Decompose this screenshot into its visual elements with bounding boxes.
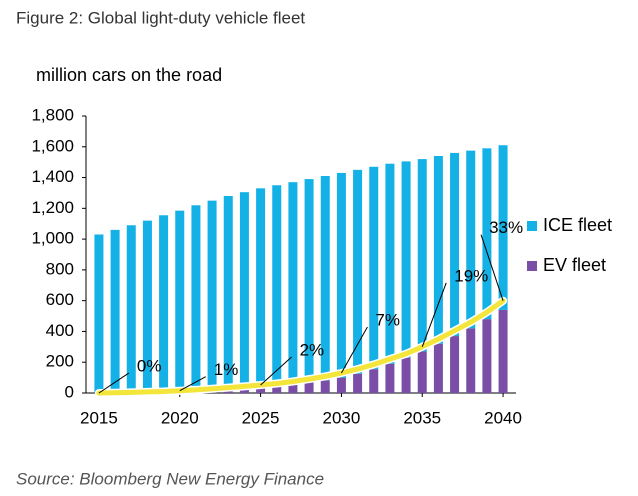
bar-segment [126,225,136,393]
bar-segment [304,179,314,383]
y-tick-label: 1,800 [31,105,74,124]
annotation: 19% [454,266,488,285]
bar-segment [207,200,217,391]
bar-segment [94,234,104,393]
x-tick-label: 2030 [322,408,360,427]
bar-segment [239,388,249,393]
legend-label: ICE fleet [543,215,612,235]
bar-segment [336,172,346,378]
bar-segment [385,163,395,364]
annotation: 1% [214,360,239,379]
y-tick-label: 600 [46,290,74,309]
annotation-leader [179,376,206,392]
bar-segment [256,188,266,388]
bar-segment [450,336,460,393]
bar-segment [450,152,460,337]
legend-swatch [527,261,537,271]
bar-segment [110,229,120,393]
annotation-leader [340,326,368,374]
y-tick-label: 200 [46,352,74,371]
bar-segment [433,156,443,344]
y-axis-label: million cars on the road [36,65,222,85]
bar-segment [288,182,298,385]
x-tick-label: 2025 [242,408,280,427]
bar-segment [320,176,330,381]
x-tick-label: 2035 [403,408,441,427]
bar-segment [304,382,314,393]
y-tick-label: 1,400 [31,167,74,186]
bar-segment [191,205,201,391]
annotation-leader [480,234,504,301]
bar-segment [369,369,379,393]
bar-segment [353,169,363,374]
x-tick-label: 2015 [80,408,118,427]
annotation-leader [260,356,292,386]
bar-segment [369,166,379,370]
x-tick-label: 2040 [484,408,522,427]
annotation-leader [421,282,447,348]
bar-segment [320,380,330,393]
bar-segment [336,377,346,393]
annotation: 33% [489,218,523,237]
bar-segment [482,148,492,320]
x-tick-label: 2020 [161,408,199,427]
bar-segment [482,319,492,393]
bar-segment [401,357,411,393]
bar-segment [159,215,169,392]
y-tick-label: 800 [46,259,74,278]
bar-segment [353,373,363,393]
bar-segment [239,192,249,389]
bar-segment [433,343,443,393]
y-tick-label: 400 [46,321,74,340]
y-tick-label: 0 [65,382,74,401]
bar-segment [272,185,282,387]
y-tick-label: 1,600 [31,136,74,155]
line [96,298,506,396]
chart-title: Figure 2: Global light-duty vehicle flee… [16,8,305,27]
bar-segment [417,351,427,393]
bar-segment [417,159,427,352]
bar-segment [175,210,185,392]
bar-segment [498,309,508,393]
annotation: 7% [375,310,400,329]
bar-segment [142,220,152,393]
source: Source: Bloomberg New Energy Finance [16,469,324,488]
bar-segment [385,363,395,393]
y-tick-label: 1,000 [31,229,74,248]
bar-segment [498,145,508,310]
legend-swatch [527,221,537,231]
y-tick-label: 1,200 [31,198,74,217]
bar-segment [466,150,476,329]
bar-segment [466,328,476,393]
bar-segment [401,161,411,358]
bar-segment [272,386,282,393]
bar-segment [288,384,298,393]
annotation: 0% [137,356,162,375]
annotation-leader [98,372,130,394]
bar-segment [223,196,233,390]
annotation: 2% [300,340,325,359]
bar-segment [256,387,266,393]
legend-label: EV fleet [543,255,606,275]
